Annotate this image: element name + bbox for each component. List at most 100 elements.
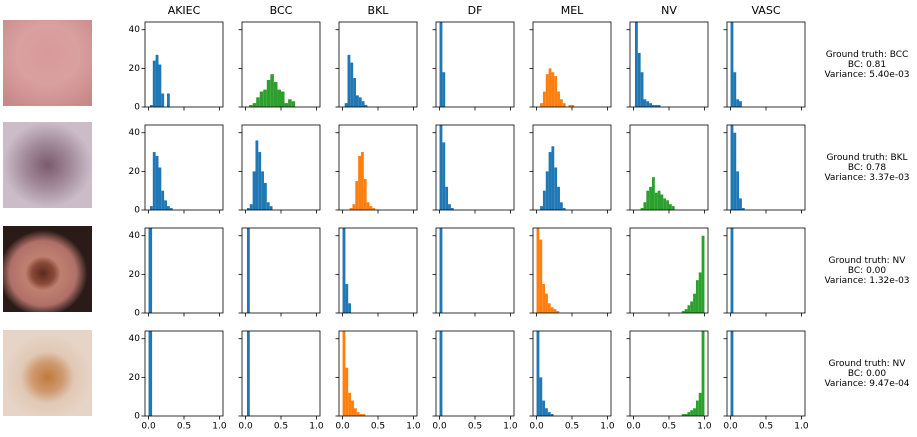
axes-frame [629,124,709,211]
bar [358,155,361,210]
bar [551,72,555,107]
bar [158,64,162,107]
axes-frame [726,227,806,314]
bar [736,99,740,107]
bar [348,392,352,416]
x-tick-label: 0.5 [662,422,676,432]
bar [536,228,540,313]
bar [258,152,262,210]
axes-frame [435,330,515,417]
bar [545,171,549,210]
bar [259,91,264,107]
bar [348,303,352,313]
bar [155,155,159,210]
bar [152,60,156,107]
x-tick-label: 0.0 [238,422,253,432]
axes-frame [144,227,224,314]
bar [347,54,351,107]
histogram [342,331,366,416]
bar [356,95,359,107]
bar [277,89,281,107]
bar [350,62,354,107]
bar [273,81,278,107]
bar [362,414,366,416]
histogram [148,331,153,416]
column-header: BKL [368,4,390,17]
bar [701,331,705,416]
bar [698,272,702,313]
bar [643,99,647,107]
bar [342,331,346,416]
bar [559,99,563,107]
bar [701,235,705,313]
bar [249,105,253,107]
bar [361,101,365,107]
bar [539,239,543,313]
bar [542,190,546,210]
bc-score: BC: 0.81 [848,60,886,70]
bar [356,412,360,416]
column-header: MEL [561,4,584,17]
bar [152,152,156,210]
bar [358,97,362,107]
bar [363,179,367,210]
bar [345,284,349,313]
bar [266,79,271,107]
bar [646,101,650,107]
histogram [246,140,273,210]
histogram [730,125,745,210]
bar [671,206,675,210]
histogram [344,54,368,107]
bar [739,198,742,210]
bar [353,408,357,416]
bar [364,105,368,107]
histogram [681,235,705,313]
bar [542,400,546,416]
lesion-image [3,20,92,106]
bar [736,171,740,210]
bar [149,206,153,210]
bar [690,410,694,416]
bar [542,284,546,313]
bar [548,68,552,107]
bar [550,414,554,416]
bar [360,152,364,210]
x-tick-label: 0.0 [335,422,350,432]
bar [646,190,650,210]
axes-frame [241,227,321,314]
histogram [349,152,376,210]
y-tick-label: 40 [129,334,141,344]
bar [551,146,555,210]
bar [540,103,543,107]
bar [281,91,285,107]
x-tick-label: 1.0 [212,422,227,432]
bar [366,202,370,210]
bar [681,311,685,313]
axes-frame [435,21,515,108]
x-tick-label: 0.5 [177,422,191,432]
x-tick-label: 1.0 [406,422,421,432]
histogram [249,74,296,107]
bar [548,152,552,210]
axes-frame [338,227,418,314]
x-tick-label: 1.0 [503,422,518,432]
ground-truth: Ground truth: NV [829,256,907,266]
histogram [730,22,742,107]
axes-frame [726,330,806,417]
x-tick-label: 0.0 [626,422,641,432]
y-tick-label: 20 [129,64,141,74]
bar [246,228,250,313]
bar [349,208,353,210]
bar [263,89,267,107]
bar [545,293,548,313]
lesion-image [3,330,92,416]
ground-truth: Ground truth: NV [829,359,907,369]
bar [687,412,691,416]
bar [342,228,346,313]
bar [687,305,691,313]
histogram [148,228,153,313]
bar [246,208,250,210]
bar [690,301,694,313]
bar [344,103,348,107]
